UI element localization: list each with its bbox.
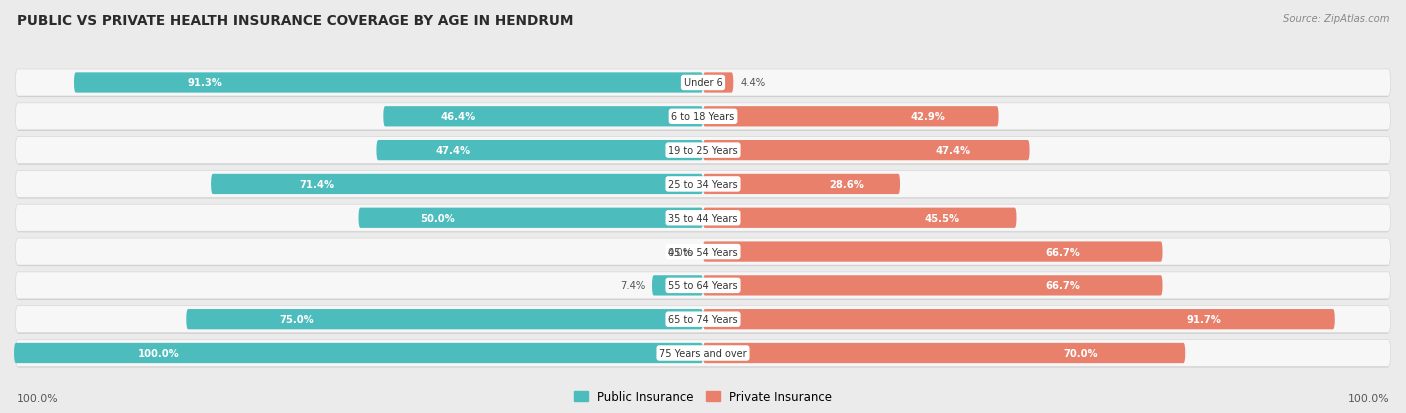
Text: 65 to 74 Years: 65 to 74 Years bbox=[668, 314, 738, 324]
FancyBboxPatch shape bbox=[15, 339, 1391, 367]
Legend: Public Insurance, Private Insurance: Public Insurance, Private Insurance bbox=[569, 385, 837, 408]
Text: 6 to 18 Years: 6 to 18 Years bbox=[672, 112, 734, 122]
Text: 66.7%: 66.7% bbox=[1045, 247, 1080, 257]
Text: 35 to 44 Years: 35 to 44 Years bbox=[668, 213, 738, 223]
Text: 70.0%: 70.0% bbox=[1064, 348, 1098, 358]
Text: 47.4%: 47.4% bbox=[436, 146, 471, 156]
FancyBboxPatch shape bbox=[15, 273, 1391, 300]
FancyBboxPatch shape bbox=[15, 341, 1391, 368]
FancyBboxPatch shape bbox=[15, 272, 1391, 299]
Text: Under 6: Under 6 bbox=[683, 78, 723, 88]
FancyBboxPatch shape bbox=[703, 174, 900, 195]
FancyBboxPatch shape bbox=[703, 275, 1163, 296]
FancyBboxPatch shape bbox=[15, 104, 1391, 131]
Text: 47.4%: 47.4% bbox=[935, 146, 970, 156]
Text: 66.7%: 66.7% bbox=[1045, 281, 1080, 291]
FancyBboxPatch shape bbox=[14, 343, 703, 363]
FancyBboxPatch shape bbox=[211, 174, 703, 195]
Text: 100.0%: 100.0% bbox=[138, 348, 180, 358]
Text: 50.0%: 50.0% bbox=[420, 213, 456, 223]
Text: 42.9%: 42.9% bbox=[911, 112, 945, 122]
FancyBboxPatch shape bbox=[15, 238, 1391, 266]
Text: Source: ZipAtlas.com: Source: ZipAtlas.com bbox=[1282, 14, 1389, 24]
Text: 7.4%: 7.4% bbox=[620, 281, 645, 291]
FancyBboxPatch shape bbox=[384, 107, 703, 127]
Text: 4.4%: 4.4% bbox=[740, 78, 765, 88]
FancyBboxPatch shape bbox=[15, 306, 1391, 333]
FancyBboxPatch shape bbox=[15, 172, 1391, 199]
Text: 28.6%: 28.6% bbox=[830, 180, 865, 190]
FancyBboxPatch shape bbox=[15, 71, 1391, 98]
Text: 100.0%: 100.0% bbox=[17, 393, 59, 403]
FancyBboxPatch shape bbox=[703, 107, 998, 127]
FancyBboxPatch shape bbox=[15, 70, 1391, 97]
Text: 75.0%: 75.0% bbox=[280, 314, 314, 324]
FancyBboxPatch shape bbox=[15, 137, 1391, 164]
Text: PUBLIC VS PRIVATE HEALTH INSURANCE COVERAGE BY AGE IN HENDRUM: PUBLIC VS PRIVATE HEALTH INSURANCE COVER… bbox=[17, 14, 574, 28]
Text: 75 Years and over: 75 Years and over bbox=[659, 348, 747, 358]
FancyBboxPatch shape bbox=[75, 73, 703, 93]
Text: 19 to 25 Years: 19 to 25 Years bbox=[668, 146, 738, 156]
FancyBboxPatch shape bbox=[15, 205, 1391, 232]
Text: 46.4%: 46.4% bbox=[441, 112, 477, 122]
FancyBboxPatch shape bbox=[377, 141, 703, 161]
Text: 91.7%: 91.7% bbox=[1187, 314, 1220, 324]
Text: 71.4%: 71.4% bbox=[299, 180, 335, 190]
Text: 91.3%: 91.3% bbox=[187, 78, 222, 88]
FancyBboxPatch shape bbox=[703, 73, 734, 93]
FancyBboxPatch shape bbox=[15, 206, 1391, 233]
Text: 45.5%: 45.5% bbox=[925, 213, 960, 223]
Text: 45 to 54 Years: 45 to 54 Years bbox=[668, 247, 738, 257]
FancyBboxPatch shape bbox=[186, 309, 703, 330]
FancyBboxPatch shape bbox=[652, 275, 703, 296]
Text: 0.0%: 0.0% bbox=[668, 247, 693, 257]
Text: 55 to 64 Years: 55 to 64 Years bbox=[668, 281, 738, 291]
FancyBboxPatch shape bbox=[15, 240, 1391, 266]
FancyBboxPatch shape bbox=[703, 343, 1185, 363]
FancyBboxPatch shape bbox=[703, 242, 1163, 262]
FancyBboxPatch shape bbox=[15, 307, 1391, 334]
FancyBboxPatch shape bbox=[15, 171, 1391, 198]
Text: 100.0%: 100.0% bbox=[1347, 393, 1389, 403]
FancyBboxPatch shape bbox=[703, 141, 1029, 161]
Text: 25 to 34 Years: 25 to 34 Years bbox=[668, 180, 738, 190]
FancyBboxPatch shape bbox=[703, 309, 1334, 330]
FancyBboxPatch shape bbox=[359, 208, 703, 228]
FancyBboxPatch shape bbox=[703, 208, 1017, 228]
FancyBboxPatch shape bbox=[15, 138, 1391, 165]
FancyBboxPatch shape bbox=[15, 104, 1391, 131]
